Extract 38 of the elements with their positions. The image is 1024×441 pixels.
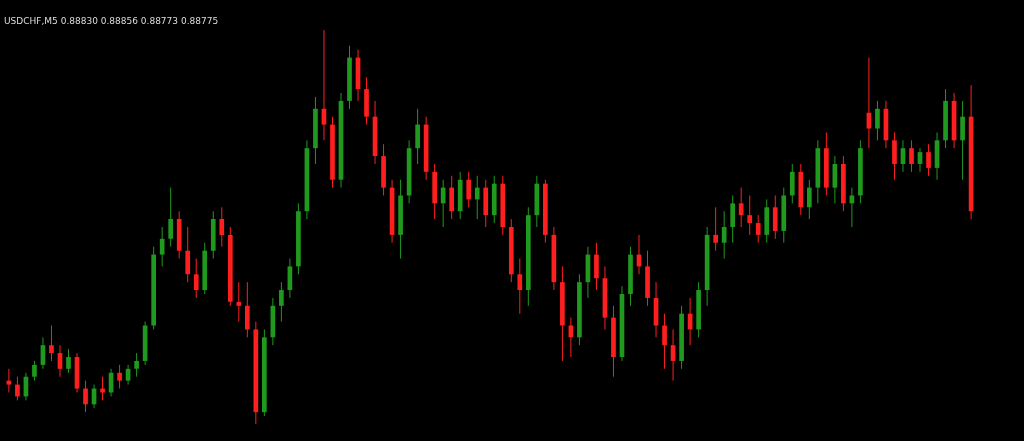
candlestick: [236, 281, 242, 323]
candlestick: [747, 194, 753, 236]
candlestick: [730, 194, 736, 244]
candlestick: [32, 360, 37, 382]
candlestick: [279, 281, 284, 323]
candlestick: [449, 175, 455, 220]
candlestick: [772, 194, 778, 240]
candlestick: [662, 313, 667, 370]
chart-title: USDCHF,M5 0.88830 0.88856 0.88773 0.88775: [4, 15, 219, 26]
candlestick: [193, 258, 199, 299]
candlestick: [517, 258, 523, 315]
candlestick: [755, 214, 761, 244]
candlestick: [721, 210, 727, 260]
candlestick: [892, 131, 897, 181]
candlestick: [440, 179, 446, 228]
candlestick: [466, 171, 472, 208]
candlestick: [134, 352, 139, 378]
candlestick: [185, 226, 191, 283]
candlestick: [738, 187, 744, 228]
candlestick: [909, 139, 914, 173]
candlestick: [49, 325, 54, 362]
candlestick: [806, 179, 812, 220]
candlestick: [168, 187, 174, 248]
candlestick: [875, 100, 880, 141]
candlestick: [713, 206, 718, 252]
candlestick: [83, 380, 88, 413]
candlestick: [244, 281, 250, 338]
candlestick: [474, 175, 480, 220]
candlestick: [66, 348, 71, 374]
candlestick: [960, 100, 965, 181]
candlestick: [415, 108, 420, 165]
candlestick: [789, 163, 795, 204]
candlestick: [15, 376, 20, 401]
candlestick: [219, 206, 225, 248]
candlestick: [159, 226, 165, 267]
candlestick: [117, 364, 122, 390]
candlestick: [926, 143, 931, 177]
candlestick: [594, 242, 599, 291]
